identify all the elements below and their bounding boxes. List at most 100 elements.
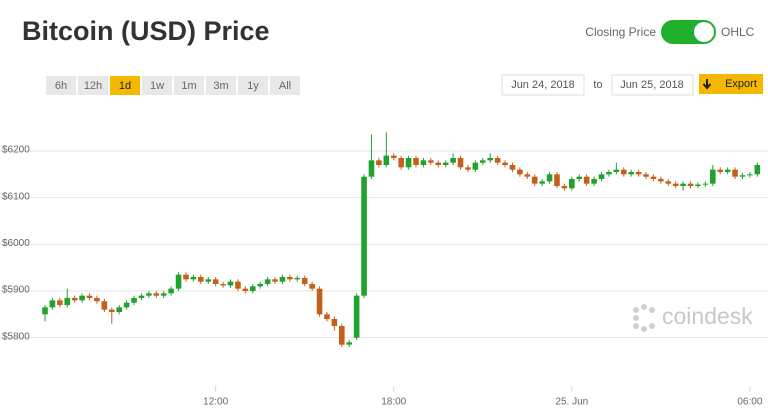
- range-button[interactable]: [270, 76, 300, 95]
- candle-body: [502, 162, 508, 165]
- candle-body: [116, 307, 122, 312]
- range-label: 12h: [84, 80, 102, 92]
- candle-body: [339, 326, 345, 345]
- candle-body: [294, 277, 301, 280]
- range-label: 1y: [247, 80, 259, 92]
- range-label: 6h: [55, 80, 67, 92]
- candle-body: [457, 158, 464, 168]
- candle-body: [405, 158, 412, 168]
- candle-body: [739, 175, 746, 177]
- range-label: 1m: [181, 80, 196, 92]
- candle-body: [620, 169, 627, 175]
- candle-body: [524, 174, 531, 177]
- date-to-input[interactable]: [611, 74, 694, 96]
- candle-body: [643, 174, 649, 177]
- candle-body: [554, 174, 560, 186]
- candle-body: [420, 160, 427, 165]
- candle-body: [732, 169, 738, 177]
- candle-body: [227, 281, 234, 286]
- candle-body: [754, 165, 761, 175]
- candle-body: [57, 300, 63, 305]
- candle-body: [301, 277, 308, 284]
- range-button[interactable]: [174, 76, 204, 95]
- candle-body: [509, 165, 516, 170]
- candle-body: [279, 277, 286, 282]
- range-button[interactable]: [238, 76, 268, 95]
- candle-body: [376, 160, 382, 165]
- x-tick-label: 18:00: [381, 397, 406, 408]
- candle-body: [324, 314, 330, 319]
- candle-body: [175, 274, 182, 289]
- candle-body: [680, 183, 686, 186]
- toggle-right-label: OHLC: [721, 25, 755, 39]
- range-button[interactable]: [78, 76, 108, 95]
- candle-body: [747, 174, 753, 176]
- candle-body: [287, 277, 293, 280]
- range-label: 1w: [150, 80, 164, 92]
- range-label: 3m: [213, 80, 228, 92]
- candle-body: [346, 342, 353, 345]
- candle-body: [428, 160, 434, 163]
- range-button[interactable]: [206, 76, 236, 95]
- title: Bitcoin (USD) Price: [22, 16, 270, 46]
- candle-body: [494, 158, 501, 163]
- candle-body: [672, 183, 679, 186]
- candle-body: [235, 281, 241, 289]
- range-button[interactable]: [46, 76, 76, 95]
- candle-body: [724, 169, 731, 172]
- candle-body: [628, 172, 634, 175]
- candle-body: [479, 160, 486, 163]
- candle-body: [546, 174, 553, 182]
- candle-body: [435, 162, 442, 165]
- candle-body: [368, 160, 375, 177]
- range-button[interactable]: [142, 76, 172, 95]
- candle-body: [598, 174, 605, 179]
- candle-body: [658, 179, 664, 182]
- date-from: Jun 24, 2018: [511, 79, 575, 91]
- candle-body: [131, 298, 137, 303]
- candle-body: [220, 284, 226, 286]
- export-button[interactable]: [699, 74, 763, 94]
- candle-body: [710, 169, 716, 184]
- candle-body: [695, 184, 701, 186]
- candle-body: [160, 293, 167, 296]
- watermark: coindesk: [662, 303, 753, 329]
- candle-body: [569, 179, 575, 189]
- date-from-input[interactable]: [501, 74, 585, 96]
- candle-body: [390, 155, 397, 158]
- candle-body: [183, 274, 189, 280]
- candle-body: [413, 158, 419, 165]
- toggle-left-label: Closing Price: [585, 25, 656, 39]
- candle-body: [49, 300, 56, 308]
- export-icon: [702, 79, 712, 90]
- y-tick-label: $6200: [2, 145, 30, 156]
- candle-body: [442, 162, 449, 165]
- candle-body: [583, 176, 590, 184]
- candle-body: [383, 155, 390, 165]
- candle-body: [591, 179, 597, 184]
- y-tick-label: $5800: [2, 331, 30, 342]
- candle-body: [190, 277, 197, 280]
- candle-body: [205, 279, 212, 282]
- candle-body: [153, 293, 160, 296]
- candle-body: [123, 302, 130, 308]
- candle-body: [539, 181, 545, 184]
- candle-body: [606, 172, 612, 175]
- y-tick-label: $6100: [2, 191, 30, 202]
- y-tick-label: $6000: [2, 238, 30, 249]
- candle-body: [361, 176, 367, 296]
- candle-body: [472, 162, 479, 170]
- candle-body: [316, 288, 323, 315]
- candle-body: [635, 172, 642, 175]
- candle-body: [249, 286, 256, 291]
- candle-body: [94, 298, 100, 302]
- date-to: Jun 25, 2018: [620, 79, 684, 91]
- candle-body: [212, 279, 219, 284]
- candle-body: [272, 279, 278, 282]
- candle-body: [42, 307, 48, 315]
- toggle-knob: [694, 22, 714, 42]
- range-button[interactable]: [110, 76, 140, 95]
- x-tick-label: 12:00: [203, 397, 228, 408]
- candle-body: [309, 284, 315, 289]
